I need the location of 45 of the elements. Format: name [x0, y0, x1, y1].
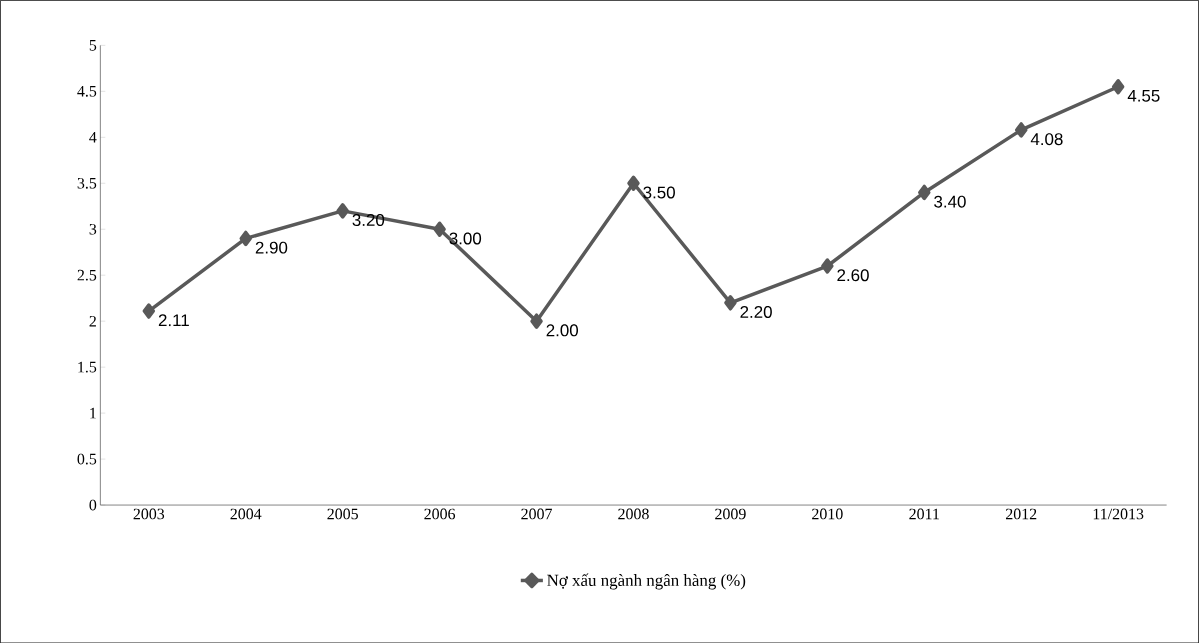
x-tick-label: 2010 — [812, 508, 843, 520]
point — [239, 230, 252, 247]
point — [1111, 78, 1125, 95]
x-tick-label: 2003 — [133, 508, 165, 520]
y-tick-label: 1.5 — [78, 361, 97, 373]
data-label: 4.08 — [1030, 132, 1063, 145]
point — [918, 184, 931, 201]
x-tick-label: 11/2013 — [1093, 508, 1144, 520]
data-label: 2.20 — [740, 305, 772, 318]
x-tick-label: 2008 — [618, 508, 649, 520]
y-tick-label: 4 — [89, 131, 97, 143]
point — [336, 202, 349, 219]
y-tick-label: 3.5 — [77, 177, 97, 189]
y-tick-label: 0.5 — [77, 453, 97, 465]
point — [1014, 122, 1028, 138]
data-label: 3.50 — [643, 186, 675, 199]
point — [142, 303, 156, 319]
x-tick-label: 2009 — [715, 508, 746, 520]
y-tick-label: 3 — [89, 223, 97, 235]
data-label: 2.60 — [837, 269, 869, 282]
point — [530, 313, 543, 329]
point — [433, 221, 446, 237]
y-tick-label: 2.5 — [77, 269, 97, 281]
y-tick-label: 4.5 — [77, 85, 97, 97]
x-tick-label: 2007 — [521, 508, 553, 520]
x-tick-label: 2012 — [1005, 508, 1037, 520]
y-tick-label: 5 — [89, 39, 97, 51]
data-label: 3.40 — [934, 195, 966, 208]
data-label: 2.00 — [546, 324, 579, 337]
y-tick-label: 0 — [89, 499, 97, 511]
legend-label: Nợ xấu ngành ngân hàng (%) — [547, 573, 746, 590]
y-tick-label: 2 — [89, 315, 96, 327]
x-tick-label: 2006 — [424, 508, 456, 520]
x-tick-label: 2005 — [327, 508, 358, 520]
point — [821, 258, 834, 274]
data-label: 2.11 — [158, 314, 189, 326]
point — [627, 175, 640, 191]
data-label: 3.00 — [449, 232, 482, 245]
data-label: 4.55 — [1127, 89, 1160, 102]
data-label: 2.90 — [255, 241, 288, 254]
data-label: 3.20 — [352, 213, 385, 226]
x-tick-label: 2004 — [230, 508, 262, 520]
point — [724, 294, 737, 311]
y-tick-label: 1 — [90, 407, 96, 419]
x-tick-label: 2011 — [909, 508, 939, 520]
